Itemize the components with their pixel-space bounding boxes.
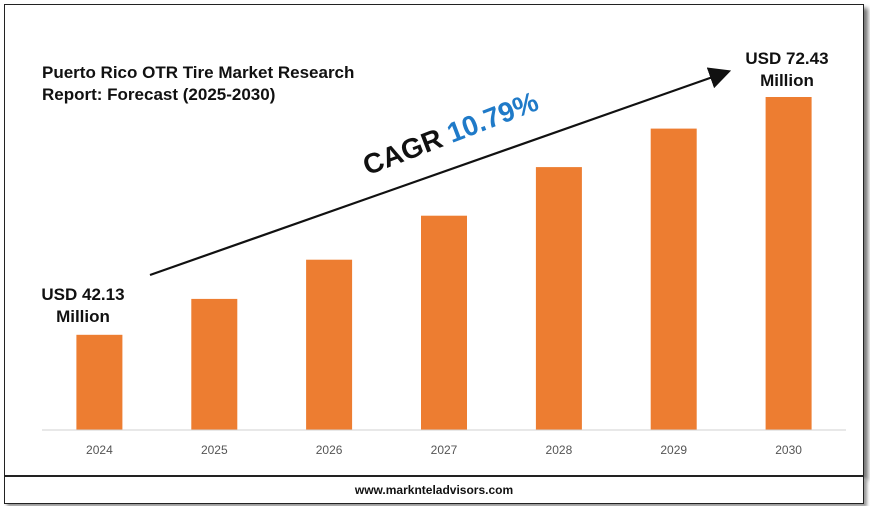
end-value-line2: Million: [760, 71, 814, 90]
bar-2029: [650, 128, 697, 430]
x-tick-label-2024: 2024: [86, 443, 113, 457]
x-tick-label-2028: 2028: [546, 443, 573, 457]
start-value-label: USD 42.13 Million: [28, 284, 138, 328]
bar-2024: [76, 334, 123, 430]
bar-2026: [306, 259, 353, 430]
x-tick-label-2027: 2027: [431, 443, 458, 457]
footer-bar: www.marknteladvisors.com: [4, 476, 864, 504]
x-tick-labels: 2024 2025 2026 2027 2028 2029 2030: [86, 443, 802, 457]
start-value-line1: USD 42.13: [41, 285, 125, 304]
x-tick-label-2030: 2030: [775, 443, 802, 457]
x-tick-label-2029: 2029: [660, 443, 687, 457]
bar-2030: [765, 97, 812, 430]
website-link[interactable]: www.marknteladvisors.com: [354, 483, 514, 497]
end-value-line1: USD 72.43: [745, 49, 829, 68]
bar-2025: [191, 298, 238, 430]
bar-2027: [421, 215, 467, 430]
start-value-line2: Million: [56, 307, 110, 326]
x-tick-label-2026: 2026: [316, 443, 343, 457]
bar-group: [76, 97, 812, 430]
cagr-arrow: [149, 67, 732, 277]
chart-title: Puerto Rico OTR Tire Market Research Rep…: [42, 63, 355, 104]
x-tick-label-2025: 2025: [201, 443, 228, 457]
bar-2028: [535, 167, 582, 430]
end-value-label: USD 72.43 Million: [732, 48, 842, 92]
